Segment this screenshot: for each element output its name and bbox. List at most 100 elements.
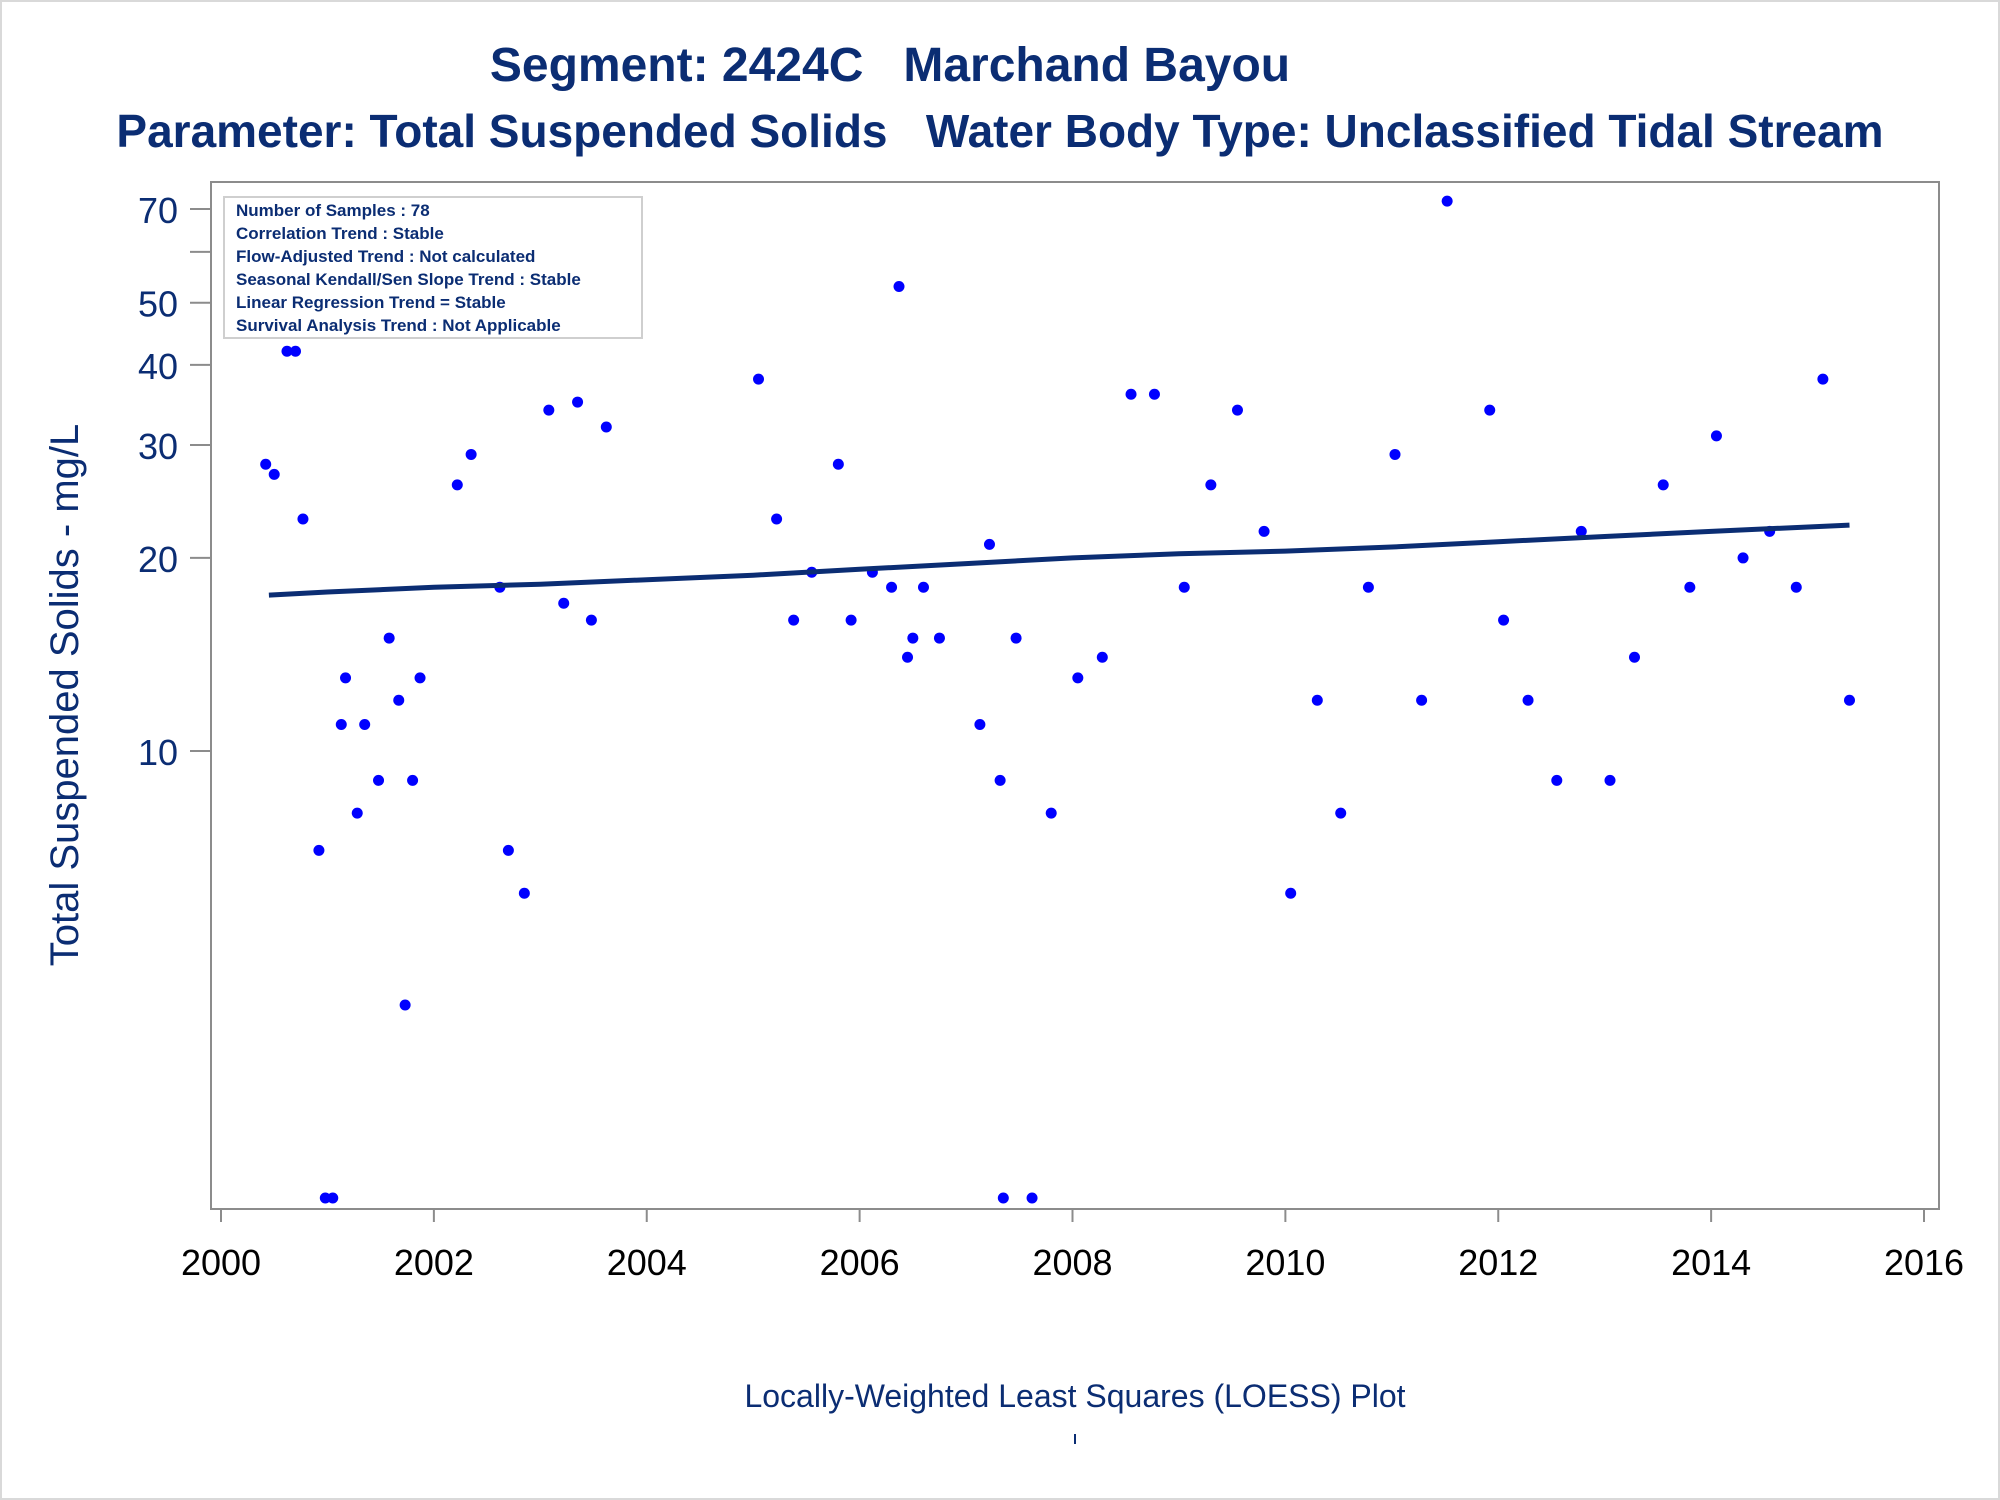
data-point [1710, 430, 1722, 442]
data-point [327, 1192, 339, 1204]
data-point [1817, 373, 1829, 385]
data-point [1178, 581, 1190, 593]
y-tick-label: 30 [138, 426, 178, 467]
data-point [1148, 388, 1160, 400]
data-point [1441, 195, 1453, 207]
x-tick-label: 2000 [181, 1242, 261, 1283]
x-tick-label: 2004 [607, 1242, 687, 1283]
data-point [1657, 479, 1669, 491]
info-box-line: Linear Regression Trend = Stable [236, 293, 506, 312]
info-box-line: Survival Analysis Trend : Not Applicable [236, 316, 561, 335]
data-point [290, 345, 302, 357]
data-point [268, 468, 280, 480]
data-point [1285, 887, 1297, 899]
data-point [572, 396, 584, 408]
data-point [1096, 651, 1108, 663]
info-box-line: Number of Samples : 78 [236, 201, 430, 220]
plot-area-border [210, 181, 1940, 1210]
y-tick-label: 20 [138, 539, 178, 580]
data-point [1628, 651, 1640, 663]
data-point [585, 614, 597, 626]
data-point [994, 774, 1006, 786]
data-point [1522, 694, 1534, 706]
data-point [1362, 581, 1374, 593]
loess-line [268, 522, 1850, 598]
data-point [1416, 694, 1428, 706]
data-point [407, 774, 419, 786]
data-point [983, 538, 995, 550]
y-axis: 10 20 30 40 50 70 [138, 190, 211, 773]
data-point [1843, 694, 1855, 706]
data-point [1575, 525, 1587, 537]
y-tick-label: 70 [138, 190, 178, 231]
y-tick-label: 50 [138, 284, 178, 325]
scatter-points [260, 195, 1855, 1204]
data-point [1205, 479, 1217, 491]
trend-info-box: Number of Samples : 78 Correlation Trend … [223, 196, 643, 339]
data-point [1684, 581, 1696, 593]
x-tick-label: 2014 [1671, 1242, 1751, 1283]
info-box-line: Correlation Trend : Stable [236, 224, 444, 243]
data-point [1737, 552, 1749, 564]
x-tick-label: 2002 [394, 1242, 474, 1283]
data-point [753, 373, 765, 385]
data-point [558, 597, 570, 609]
data-point [1072, 672, 1084, 684]
info-box-line: Seasonal Kendall/Sen Slope Trend : Stabl… [236, 270, 581, 289]
data-point [543, 404, 555, 416]
x-tick-label: 2010 [1245, 1242, 1325, 1283]
data-point [845, 614, 857, 626]
data-point [1498, 614, 1510, 626]
y-tick-label: 40 [138, 346, 178, 387]
loess-trend-line [268, 522, 1850, 598]
data-point [1551, 774, 1563, 786]
data-point [340, 672, 352, 684]
y-tick-label: 10 [138, 732, 178, 773]
data-point [1026, 1192, 1038, 1204]
data-point [902, 651, 914, 663]
data-point [1311, 694, 1323, 706]
chart-subtitle: Parameter: Total Suspended Solids Water … [116, 105, 1884, 157]
info-box-line: Flow-Adjusted Trend : Not calculated [236, 247, 535, 266]
data-point [917, 581, 929, 593]
data-point [373, 774, 385, 786]
data-point [260, 458, 272, 470]
caption-tick-mark [1074, 1434, 1076, 1444]
chart-title: Segment: 2424C Marchand Bayou [489, 39, 1291, 92]
x-tick-label: 2016 [1884, 1242, 1964, 1283]
data-point [1125, 388, 1137, 400]
chart-caption: Locally-Weighted Least Squares (LOESS) P… [744, 1378, 1406, 1414]
data-point [383, 632, 395, 644]
data-point [886, 581, 898, 593]
data-point [281, 345, 293, 357]
x-tick-label: 2006 [820, 1242, 900, 1283]
info-box-border [223, 196, 643, 339]
data-point [297, 513, 309, 525]
x-tick-label: 2008 [1032, 1242, 1112, 1283]
data-point [313, 844, 325, 856]
data-point [974, 718, 986, 730]
data-point [465, 448, 477, 460]
data-point [788, 614, 800, 626]
x-axis: 2000 2002 2004 2006 2008 2010 2012 2014 2016 [181, 1209, 1964, 1283]
data-point [393, 694, 405, 706]
data-point [1045, 807, 1057, 819]
data-point [1010, 632, 1022, 644]
data-point [832, 458, 844, 470]
data-point [1790, 581, 1802, 593]
data-point [997, 1192, 1009, 1204]
data-point [451, 479, 463, 491]
data-point [335, 718, 347, 730]
data-point [414, 672, 426, 684]
data-point [893, 280, 905, 292]
data-point [518, 887, 530, 899]
data-point [1389, 448, 1401, 460]
y-axis-label: Total Suspended Solids - mg/L [43, 424, 87, 967]
data-point [1231, 404, 1243, 416]
data-point [399, 999, 411, 1011]
data-point [502, 844, 514, 856]
data-point [933, 632, 945, 644]
data-point [1335, 807, 1347, 819]
data-point [359, 718, 371, 730]
